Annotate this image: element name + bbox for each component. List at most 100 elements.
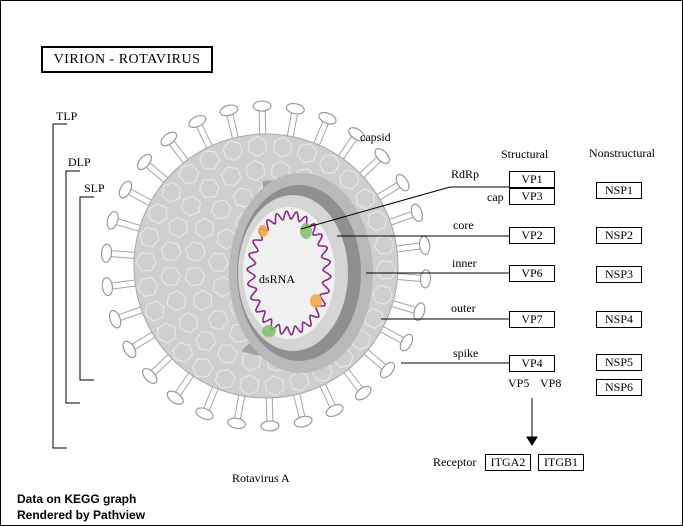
capsomer <box>137 276 159 298</box>
capsomer <box>198 150 221 170</box>
capsomer <box>161 181 182 203</box>
spike-head <box>260 420 280 432</box>
capsomer <box>195 330 217 351</box>
spike-head <box>166 390 184 405</box>
spike-head <box>399 333 414 352</box>
nsp1-node[interactable]: NSP1 <box>596 182 642 199</box>
capsomer <box>372 284 393 306</box>
capsomer <box>239 374 260 396</box>
capsomer <box>160 241 182 262</box>
capsomer <box>264 375 285 397</box>
spike-head <box>318 111 337 125</box>
spike-label: spike <box>453 346 479 360</box>
spike-head <box>188 114 207 129</box>
capsomer <box>207 252 229 273</box>
spike-head <box>118 180 133 199</box>
capsomer <box>367 210 388 232</box>
spike-head <box>100 243 113 263</box>
capsomer <box>210 199 232 220</box>
capsomer <box>355 188 376 210</box>
nsp2-node[interactable]: NSP2 <box>596 227 642 244</box>
vp2-node[interactable]: VP2 <box>509 227 555 244</box>
leader-lines <box>300 186 538 446</box>
spike-head <box>195 407 214 421</box>
capsomer <box>172 342 194 363</box>
spike-head <box>285 102 305 115</box>
spike-head <box>379 361 396 379</box>
capsomer <box>195 217 215 239</box>
vp5-label: VP5 <box>508 376 530 390</box>
core-label: core <box>453 218 474 232</box>
virion-caption: Rotavirus A <box>232 471 290 485</box>
nsp6-node[interactable]: NSP6 <box>596 379 642 396</box>
capsomer <box>178 164 200 185</box>
structural-header: Structural <box>501 147 549 161</box>
capsomer <box>375 260 397 280</box>
spike-head <box>418 235 431 255</box>
inner-label: inner <box>452 256 477 270</box>
itgb1-node[interactable]: ITGB1 <box>538 454 584 471</box>
vp1-node[interactable]: VP1 <box>509 171 555 188</box>
spike-head <box>219 104 239 117</box>
vp8-label: VP8 <box>540 376 562 390</box>
capsomer <box>318 154 341 174</box>
dlp-label: DLP <box>68 155 91 169</box>
spike-head <box>325 403 344 418</box>
vp3-node[interactable]: VP3 <box>509 188 555 205</box>
receptor-label: Receptor <box>433 455 477 469</box>
capsomer <box>156 322 177 344</box>
capsomer <box>135 252 157 272</box>
capsomer <box>144 300 165 322</box>
tlp-bracket <box>52 123 67 449</box>
spike-head <box>122 340 137 359</box>
nsp3-node[interactable]: NSP3 <box>596 266 642 283</box>
itga2-node[interactable]: ITGA2 <box>485 454 531 471</box>
nsp4-node[interactable]: NSP4 <box>596 311 642 328</box>
capsomer <box>222 140 244 161</box>
capsomer <box>193 289 213 311</box>
spike-head <box>374 148 390 165</box>
spike-head <box>136 153 153 171</box>
spike-head <box>160 131 178 147</box>
footer-data-source: Data on KEGG graph <box>17 492 137 506</box>
capsomer <box>184 266 206 287</box>
capsomer <box>178 312 199 334</box>
capsomer <box>216 344 238 364</box>
capsomer <box>272 136 293 158</box>
diagram-title: VIRION - ROTAVIRUS <box>41 46 213 73</box>
capsomer <box>232 187 254 208</box>
spike-head <box>108 309 122 329</box>
vp7-node[interactable]: VP7 <box>509 311 555 328</box>
capsomer <box>207 309 229 331</box>
capsomer <box>247 135 268 157</box>
vp4-node[interactable]: VP4 <box>509 355 555 372</box>
dsrna-label: dsRNA <box>259 272 296 286</box>
spike-head <box>395 173 410 192</box>
slp-label: SLP <box>84 181 105 195</box>
dlp-bracket <box>65 170 80 404</box>
cap-label: cap <box>487 190 504 204</box>
spike-head <box>354 385 372 401</box>
slp-bracket <box>79 196 94 381</box>
capsomer <box>139 226 160 248</box>
capsomer <box>168 216 188 238</box>
capsomer <box>220 166 242 187</box>
nonstructural-header: Nonstructural <box>589 146 655 160</box>
spike-head <box>252 100 272 112</box>
capsomer <box>159 266 182 287</box>
nsp5-node[interactable]: NSP5 <box>596 354 642 371</box>
capsomer <box>338 169 360 190</box>
capsomer <box>198 178 220 199</box>
outer-label: outer <box>451 301 476 315</box>
capsomer <box>148 202 168 225</box>
capsomer <box>181 195 202 217</box>
capsomer <box>166 290 187 312</box>
capsomer <box>245 159 266 182</box>
spike-head <box>101 277 114 297</box>
spike-head <box>227 417 247 430</box>
spike-head <box>410 203 424 223</box>
capsomer <box>214 368 236 389</box>
vp6-node[interactable]: VP6 <box>509 265 555 282</box>
